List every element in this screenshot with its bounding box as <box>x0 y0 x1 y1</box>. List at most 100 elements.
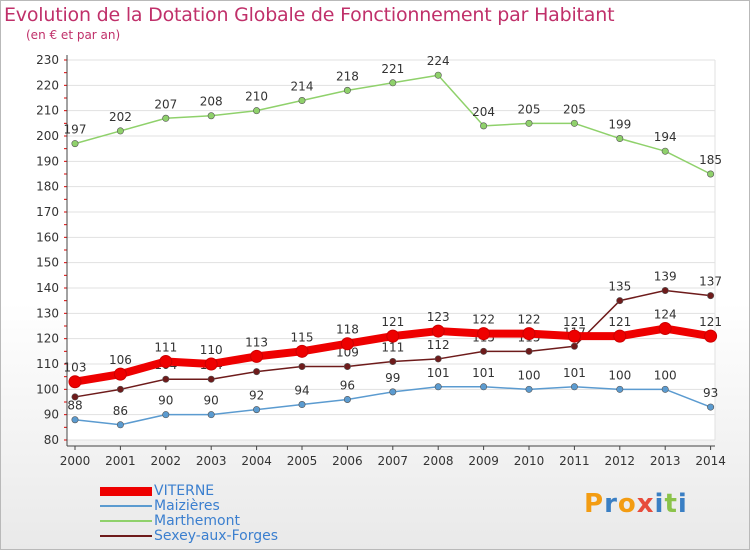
data-point <box>343 363 351 371</box>
data-label: 197 <box>64 123 87 137</box>
data-point <box>250 349 264 363</box>
data-point <box>71 416 79 424</box>
series-marthemont: 197 202 207 208 210 214 218 221 224 204 205 205 199 1… <box>64 54 722 178</box>
data-point <box>298 97 306 105</box>
data-label: 221 <box>381 62 404 76</box>
x-tick-label: 2000 <box>60 454 91 468</box>
x-tick-label: 2006 <box>332 454 363 468</box>
data-point <box>159 354 173 368</box>
data-point <box>71 393 79 401</box>
data-label: 86 <box>113 404 128 418</box>
data-label: 101 <box>472 366 495 380</box>
data-label: 124 <box>654 308 677 322</box>
data-label: 121 <box>381 315 404 329</box>
y-tick-label: 130 <box>36 306 59 320</box>
data-label: 208 <box>200 95 223 109</box>
data-point <box>343 395 351 403</box>
data-label: 111 <box>154 340 177 354</box>
legend-swatch-marthemont <box>100 520 152 522</box>
data-point <box>253 368 261 376</box>
logo-letter: x <box>636 489 655 519</box>
data-point <box>389 357 397 365</box>
data-label: 118 <box>336 323 359 337</box>
y-tick-label: 110 <box>36 357 59 371</box>
data-point <box>298 401 306 409</box>
data-point <box>480 122 488 130</box>
y-tick-label: 220 <box>36 78 59 92</box>
data-point <box>386 329 400 343</box>
data-label: 218 <box>336 69 359 83</box>
data-point <box>389 79 397 87</box>
data-point <box>434 71 442 79</box>
data-point <box>162 114 170 122</box>
data-point <box>434 355 442 363</box>
legend-label: Marthemont <box>154 513 240 529</box>
chart-subtitle: (en € et par an) <box>26 28 121 42</box>
data-label: 94 <box>294 384 309 398</box>
data-label: 122 <box>518 313 541 327</box>
data-point <box>434 383 442 391</box>
data-label: 90 <box>204 394 219 408</box>
data-label: 103 <box>64 361 87 375</box>
x-tick-label: 2008 <box>423 454 454 468</box>
chart-title: Evolution de la Dotation Globale de Fonc… <box>4 4 615 26</box>
plot-area <box>67 60 715 440</box>
data-label: 205 <box>563 102 586 116</box>
y-tick-label: 180 <box>36 180 59 194</box>
data-point <box>616 135 624 143</box>
data-label: 96 <box>340 378 355 392</box>
x-tick-label: 2002 <box>151 454 182 468</box>
data-point <box>295 344 309 358</box>
legend-label: VITERNE <box>154 483 215 499</box>
data-point <box>707 403 715 411</box>
data-label: 139 <box>654 270 677 284</box>
logo-letter: r <box>604 489 618 519</box>
data-label: 110 <box>200 343 223 357</box>
data-point <box>522 327 536 341</box>
data-point <box>162 375 170 383</box>
data-label: 88 <box>67 399 82 413</box>
data-label: 207 <box>154 97 177 111</box>
logo-letter: P <box>584 489 605 519</box>
data-label: 93 <box>703 386 718 400</box>
data-label: 123 <box>427 310 450 324</box>
data-point <box>207 112 215 120</box>
x-tick-label: 2009 <box>468 454 499 468</box>
data-label: 100 <box>608 368 631 382</box>
data-point <box>525 347 533 355</box>
y-tick-label: 160 <box>36 230 59 244</box>
y-tick-label: 200 <box>36 129 59 143</box>
y-tick-label: 120 <box>36 332 59 346</box>
logo-letter: i <box>654 489 665 519</box>
data-label: 135 <box>608 280 631 294</box>
data-point <box>116 385 124 393</box>
data-label: 194 <box>654 130 677 144</box>
logo-letter: o <box>617 489 637 519</box>
logo-letter: t <box>664 489 678 519</box>
data-point <box>707 292 715 300</box>
data-point <box>71 140 79 148</box>
data-point <box>661 147 669 155</box>
data-label: 199 <box>608 118 631 132</box>
x-tick-label: 2011 <box>559 454 590 468</box>
legend-label: Maizières <box>154 498 220 514</box>
data-label: 101 <box>427 366 450 380</box>
data-label: 185 <box>699 153 722 167</box>
data-label: 101 <box>563 366 586 380</box>
data-point <box>525 119 533 127</box>
data-label: 121 <box>563 315 586 329</box>
data-point <box>389 388 397 396</box>
x-tick-label: 2007 <box>378 454 409 468</box>
data-label: 113 <box>245 335 268 349</box>
y-tick-label: 170 <box>36 205 59 219</box>
data-point <box>525 385 533 393</box>
data-point <box>298 363 306 371</box>
data-point <box>570 119 578 127</box>
data-point <box>661 287 669 295</box>
data-point <box>343 86 351 94</box>
x-tick-label: 2010 <box>514 454 545 468</box>
y-tick-label: 230 <box>36 53 59 67</box>
data-label: 100 <box>518 368 541 382</box>
x-tick-label: 2004 <box>241 454 272 468</box>
data-label: 109 <box>336 346 359 360</box>
